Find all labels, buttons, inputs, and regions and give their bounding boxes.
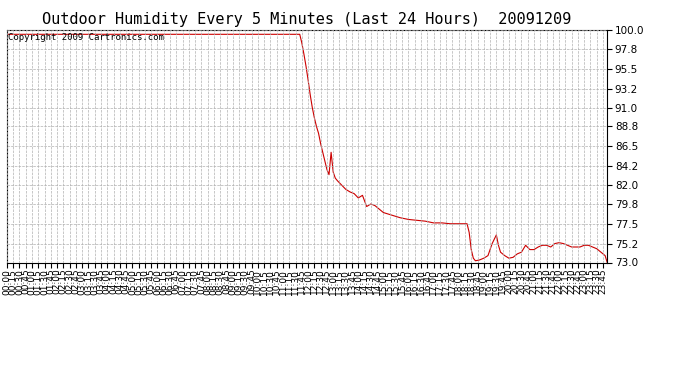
Text: Copyright 2009 Cartronics.com: Copyright 2009 Cartronics.com [8,33,164,42]
Title: Outdoor Humidity Every 5 Minutes (Last 24 Hours)  20091209: Outdoor Humidity Every 5 Minutes (Last 2… [42,12,572,27]
